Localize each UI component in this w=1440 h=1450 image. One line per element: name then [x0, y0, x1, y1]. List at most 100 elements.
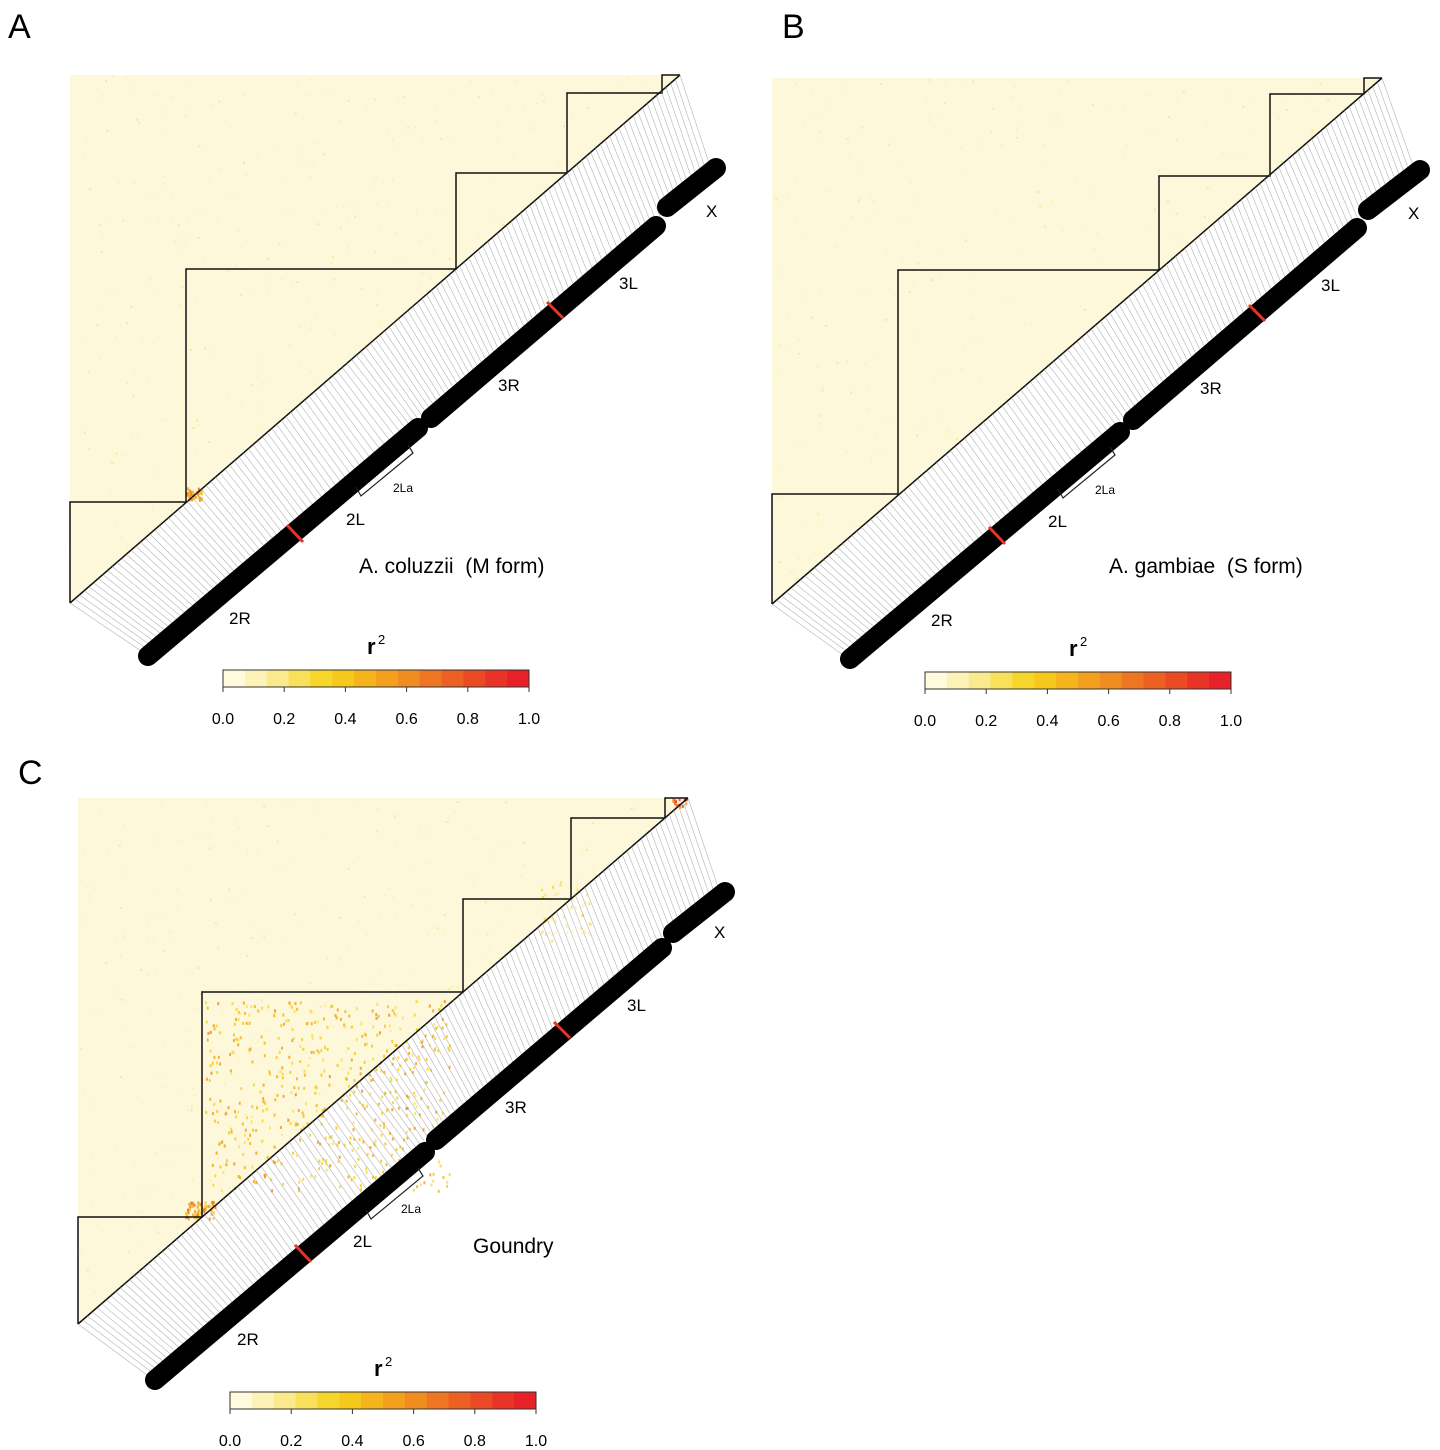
hotspot-cell [422, 1128, 425, 1132]
snp-link-line [487, 241, 527, 333]
hotspot-cell [571, 929, 574, 933]
snp-link-line [384, 330, 437, 410]
speckle-cell [237, 229, 240, 232]
snp-link-line [426, 294, 473, 380]
hotspot-cell [319, 1036, 322, 1040]
speckle-cell [136, 435, 139, 438]
snp-link-line [365, 346, 422, 424]
snp-link-line [299, 403, 356, 481]
speckle-cell [314, 382, 317, 385]
hotspot-cell [309, 1133, 312, 1137]
speckle-cell [332, 1025, 335, 1028]
speckle-cell [339, 119, 342, 122]
speckle-cell [850, 391, 853, 394]
hotspot-cell [217, 1121, 220, 1124]
speckle-cell [819, 422, 822, 425]
snp-link-line [1137, 288, 1183, 375]
snp-link-line [224, 468, 283, 543]
speckle-cell [251, 1116, 254, 1118]
hotspot-cell [205, 1001, 208, 1005]
hotspot-cell [209, 1097, 212, 1101]
hotspot-cell [446, 1180, 449, 1184]
hotspot-cell [237, 1038, 240, 1042]
snp-link-line [182, 505, 246, 576]
speckle-cell [138, 121, 141, 124]
hotspot-cell [191, 498, 193, 502]
hotspot-cell [250, 1005, 253, 1009]
speckle-cell [780, 496, 783, 499]
speckle-cell [230, 192, 233, 195]
speckle-cell [90, 882, 92, 885]
hotspot-cell [406, 1113, 409, 1117]
speckle-cell [798, 557, 801, 560]
hotspot-cell [329, 1164, 332, 1168]
snp-link-line [1377, 81, 1412, 178]
hotspot-cell [365, 1170, 368, 1174]
legend-tick-label: 0.0 [219, 1433, 241, 1450]
speckle-cell [157, 220, 160, 223]
hotspot-cell [237, 1175, 240, 1178]
hotspot-cell [349, 1093, 352, 1097]
hotspot-cell [372, 1175, 374, 1179]
speckle-cell [277, 1076, 280, 1079]
snp-link-line [935, 462, 993, 538]
hotspot-cell [405, 1130, 408, 1134]
hotspot-cell [238, 1145, 241, 1149]
hotspot-cell [423, 1088, 426, 1092]
hotspot-cell [380, 1159, 383, 1163]
snp-link-line [581, 160, 620, 253]
snp-link-line [382, 1060, 436, 1140]
speckle-cell [129, 86, 132, 89]
hotspot-cell [291, 1028, 294, 1032]
speckle-cell [344, 1050, 347, 1053]
snp-link-line [771, 603, 851, 661]
arm-label-3l: 3L [627, 996, 646, 1015]
snp-link-line [542, 923, 579, 1016]
snp-link-line [809, 571, 882, 634]
hotspot-cell [421, 1039, 424, 1043]
speckle-cell [794, 83, 797, 86]
hotspot-cell [274, 1098, 277, 1102]
hotspot-cell [392, 1101, 394, 1105]
hotspot-cell [397, 1106, 400, 1110]
speckle-cell [500, 922, 503, 925]
legend-frame [222, 669, 530, 688]
hotspot-cell [243, 1133, 246, 1137]
snp-link-line [1072, 344, 1128, 423]
snp-link-line [144, 537, 213, 604]
speckle-cell [209, 847, 212, 850]
hotspot-cell [185, 1212, 188, 1216]
speckle-cell [1015, 136, 1018, 139]
speckle-cell [175, 1094, 178, 1097]
hotspot-cell [350, 1058, 353, 1062]
snp-link-line [265, 1162, 320, 1240]
hotspot-cell [416, 1185, 419, 1189]
speckle-cell [198, 145, 201, 148]
snp-link-line [515, 217, 553, 310]
speckle-cell [149, 1009, 152, 1012]
legend-swatch [1121, 672, 1145, 689]
speckle-cell [190, 106, 193, 108]
speckle-cell [210, 1042, 213, 1045]
snp-link-line [345, 1093, 401, 1170]
speckle-cell [972, 291, 975, 294]
snp-link-line [124, 1283, 195, 1348]
hotspot-cell [581, 904, 584, 908]
speckle-cell [154, 294, 156, 297]
speckle-cell [358, 920, 361, 923]
hotspot-cell [227, 1106, 230, 1110]
hotspot-cell [299, 1044, 302, 1048]
speckle-cell [303, 321, 306, 324]
legend-swatch [426, 1392, 450, 1409]
hotspot-cell [338, 1155, 341, 1159]
hotspot-cell [213, 1201, 215, 1205]
speckle-cell [1280, 160, 1283, 163]
hotspot-cell [310, 1011, 313, 1014]
speckle-cell [357, 855, 360, 858]
speckle-cell [159, 1072, 162, 1075]
speckle-cell [162, 949, 165, 952]
speckle-cell [863, 363, 866, 365]
speckle-cell [1286, 109, 1289, 112]
speckle-cell [541, 94, 544, 96]
snp-link-line [551, 915, 588, 1008]
